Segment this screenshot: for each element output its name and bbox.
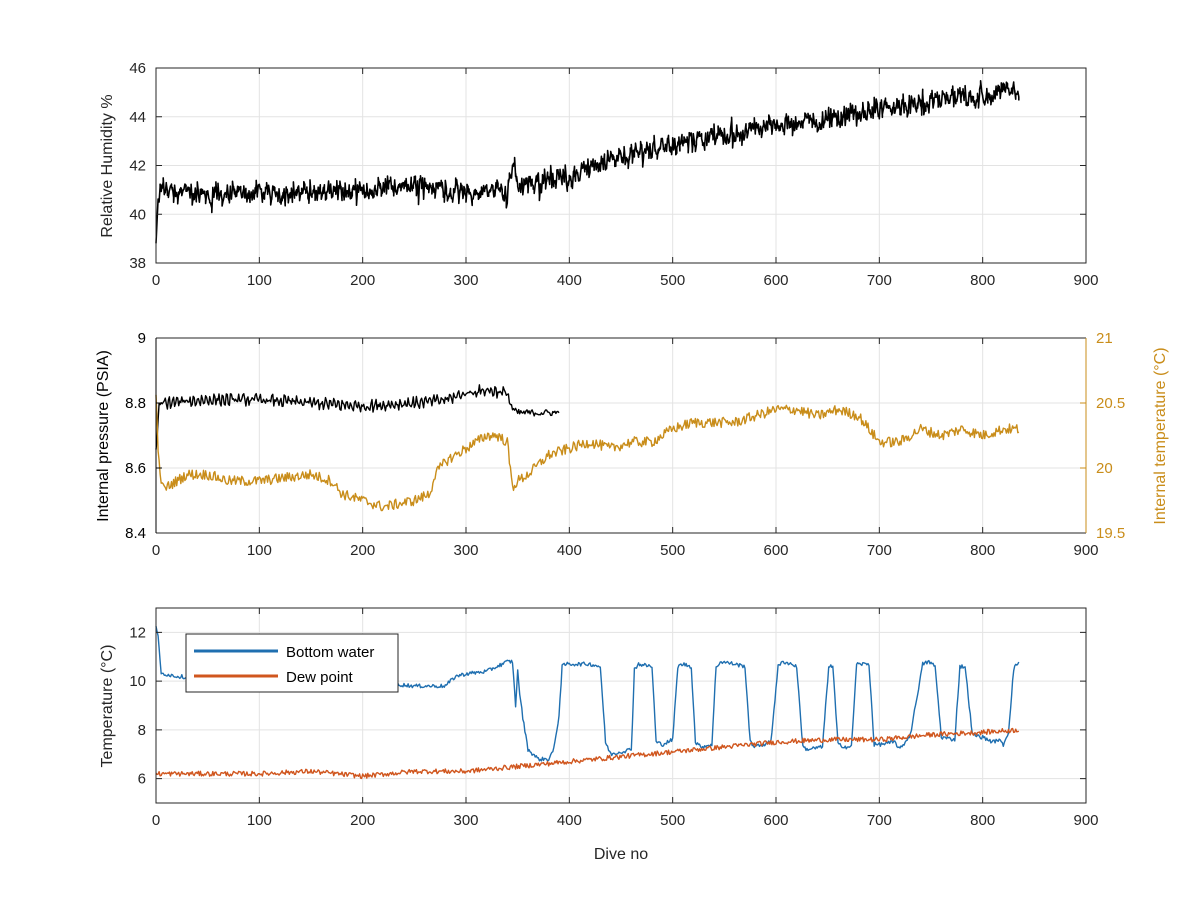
x-tick-label: 900 [1073, 272, 1098, 289]
internal-temperature-y-axis-label: Internal temperature (°C) [1152, 347, 1169, 524]
x-axis-label: Dive no [594, 846, 648, 863]
legend: Bottom water Dew point [185, 633, 399, 693]
temperature-panel: 0 100 200 300 400 500 600 700 800 900 6 8 10 12 Temp… [99, 607, 1099, 863]
x-tick-label: 100 [247, 272, 272, 289]
humidity-y-axis-label: Relative Humidity % [99, 94, 116, 237]
y-tick-label: 9 [138, 330, 146, 347]
x-tick-label: 500 [660, 812, 685, 829]
x-tick-label: 700 [867, 542, 892, 559]
internal-temperature-series-line [155, 394, 1020, 512]
y-tick-label: 40 [129, 206, 146, 223]
internal-pressure-series-line [155, 384, 560, 450]
dew-point-series-line [155, 727, 1020, 780]
x-tick-label: 300 [453, 272, 478, 289]
y2-tick-label: 21 [1096, 330, 1113, 347]
x-tick-label: 200 [350, 272, 375, 289]
x-tick-label: 900 [1073, 542, 1098, 559]
pressure-series-group [155, 384, 1020, 512]
humidity-x-ticks: 0 100 200 300 400 500 600 700 800 900 [152, 68, 1099, 289]
x-tick-label: 500 [660, 542, 685, 559]
x-tick-label: 100 [247, 812, 272, 829]
pressure-temperature-panel: 0 100 200 300 400 500 600 700 800 900 8.48.68.89 … [95, 330, 1169, 559]
temperature-y-ticks: 6 8 10 12 [129, 624, 1086, 788]
y-tick-label: 6 [138, 771, 146, 788]
x-tick-label: 400 [557, 542, 582, 559]
x-tick-label: 300 [453, 542, 478, 559]
pressure-x-ticks: 0 100 200 300 400 500 600 700 800 900 [152, 338, 1099, 559]
x-tick-label: 200 [350, 542, 375, 559]
legend-label-dew-point: Dew point [286, 669, 354, 686]
x-tick-label: 400 [557, 812, 582, 829]
x-tick-label: 900 [1073, 812, 1098, 829]
legend-box [185, 633, 399, 693]
x-tick-label: 700 [867, 272, 892, 289]
legend-label-bottom-water: Bottom water [286, 644, 374, 661]
pressure-y-ticks: 8.4 8.6 8.8 9 [125, 330, 162, 542]
x-tick-label: 0 [152, 812, 160, 829]
y-tick-label: 8.6 [125, 460, 146, 477]
y-tick-label: 8.8 [125, 395, 146, 412]
x-tick-label: 700 [867, 812, 892, 829]
x-tick-label: 100 [247, 542, 272, 559]
y2-tick-label: 20 [1096, 460, 1113, 477]
x-tick-label: 500 [660, 272, 685, 289]
y-tick-label: 12 [129, 624, 146, 641]
y-tick-label: 10 [129, 673, 146, 690]
humidity-series-line [155, 80, 1020, 244]
y-tick-label: 38 [129, 255, 146, 272]
y-tick-label: 42 [129, 158, 146, 175]
humidity-series-group [155, 80, 1020, 244]
y-tick-label: 44 [129, 109, 146, 126]
x-tick-label: 0 [152, 542, 160, 559]
x-tick-label: 800 [970, 542, 995, 559]
x-tick-label: 600 [763, 812, 788, 829]
x-tick-label: 0 [152, 272, 160, 289]
x-tick-label: 200 [350, 812, 375, 829]
y-tick-label: 8.4 [125, 525, 146, 542]
y2-tick-label: 20.5 [1096, 395, 1125, 412]
x-tick-label: 300 [453, 812, 478, 829]
x-tick-label: 600 [763, 272, 788, 289]
temperature-axes-box [155, 607, 1087, 804]
y-tick-label: 8 [138, 722, 146, 739]
x-tick-label: 400 [557, 272, 582, 289]
x-tick-label: 600 [763, 542, 788, 559]
y2-tick-label: 19.5 [1096, 525, 1125, 542]
humidity-y-ticks: 38 40 42 44 46 [129, 60, 1086, 272]
humidity-panel: 0 100 200 300 400 500 600 700 800 900 3840424446 … [99, 60, 1099, 289]
temperature-x-ticks: 0 100 200 300 400 500 600 700 800 900 [152, 608, 1099, 829]
x-tick-label: 800 [970, 272, 995, 289]
pressure-plot-area [156, 338, 1086, 533]
temperature-y-axis-label: Temperature (°C) [99, 645, 116, 768]
x-tick-label: 800 [970, 812, 995, 829]
humidity-grid [156, 68, 1086, 263]
y-tick-label: 46 [129, 60, 146, 77]
pressure-y-axis-label: Internal pressure (PSIA) [95, 350, 112, 522]
humidity-axes-box [155, 67, 1087, 264]
